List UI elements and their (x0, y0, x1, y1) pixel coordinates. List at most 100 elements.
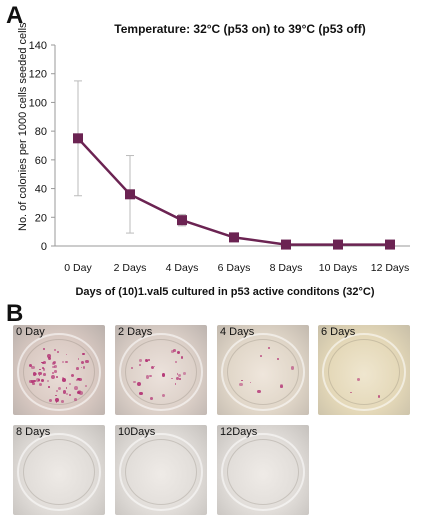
colony-spot (256, 389, 261, 394)
y-tick-label: 100 (29, 97, 47, 109)
colony-spot (130, 366, 133, 369)
y-tick-label: 0 (41, 241, 47, 253)
colony-spot (32, 382, 35, 385)
colony-spot (85, 385, 87, 387)
data-point (333, 239, 343, 250)
colony-spot (41, 361, 45, 364)
colony-spot (170, 350, 174, 354)
colony-spot (55, 398, 60, 402)
colony-spot (176, 373, 179, 376)
petri-dish-inner (23, 339, 95, 405)
colony-spot (77, 377, 80, 381)
colony-spot (71, 373, 75, 378)
colony-spot (74, 385, 79, 390)
colony-plate-image: 10Days (115, 425, 207, 515)
colony-spot (280, 385, 283, 388)
x-tick-label: 0 Day (64, 262, 92, 274)
colony-spot (38, 371, 42, 376)
y-tick-label: 60 (35, 155, 47, 167)
colony-spot (80, 360, 85, 365)
colony-spot (53, 348, 56, 351)
colony-spot (54, 370, 57, 373)
colony-spot (76, 367, 79, 370)
colony-spot (29, 379, 33, 384)
colony-spot (82, 352, 85, 356)
petri-dish-rim (322, 333, 406, 411)
chart-title: Temperature: 32°C (p53 on) to 39°C (p53 … (114, 22, 366, 36)
data-point (281, 239, 291, 250)
colony-spot (68, 382, 72, 386)
colony-spot (42, 368, 46, 371)
petri-dish-rim (221, 433, 305, 511)
colony-spot (31, 365, 35, 370)
colony-spot (76, 379, 79, 382)
colony-spot (43, 373, 46, 376)
colony-spot (38, 382, 42, 386)
colony-spot (38, 374, 41, 377)
colony-spot (349, 391, 352, 394)
x-tick-label: 6 Days (218, 262, 251, 274)
colony-spot (65, 353, 68, 356)
plate-day-label: 12Days (220, 426, 258, 438)
petri-dish-inner (125, 439, 197, 505)
colony-spot (173, 349, 177, 352)
colony-spot (51, 372, 54, 375)
y-tick-label: 80 (35, 126, 47, 138)
petri-dish-inner (328, 339, 400, 405)
colony-spot (171, 377, 174, 380)
colony-spot (290, 366, 295, 371)
colony-spot (357, 378, 360, 381)
colony-spot (139, 359, 142, 363)
colony-spot (176, 350, 180, 354)
colony-spot (52, 365, 55, 369)
y-tick-label: 140 (29, 40, 47, 52)
data-point (177, 215, 187, 226)
colony-spot (178, 374, 182, 378)
colony-spot (267, 347, 270, 350)
colony-spot (151, 365, 155, 369)
plate-day-label: 8 Days (16, 426, 51, 438)
colony-spot (80, 366, 83, 369)
data-point (125, 189, 135, 200)
colony-plate-image: 0 Day (13, 325, 105, 415)
colony-spot (162, 393, 165, 397)
petri-dish-rim (17, 433, 101, 511)
colony-spot (76, 391, 80, 394)
colony-spot (139, 392, 143, 396)
colony-spot (241, 379, 243, 382)
colony-spot (69, 394, 72, 397)
colony-spot (78, 390, 83, 395)
colony-spot (175, 377, 179, 381)
colony-spot (43, 360, 47, 364)
colony-spot (66, 392, 69, 395)
colony-spot (147, 358, 151, 361)
colony-spot (41, 361, 43, 364)
x-tick-label: 2 Days (114, 262, 147, 274)
colony-spot (55, 394, 57, 397)
colony-spot (56, 376, 59, 378)
colony-spot (180, 356, 184, 359)
plate-day-label: 6 Days (321, 326, 356, 338)
colony-spot (54, 365, 57, 368)
colony-spot (33, 379, 36, 383)
colony-spot (82, 366, 86, 369)
plate-day-label: 10Days (118, 426, 156, 438)
plate-day-label: 2 Days (118, 326, 153, 338)
colony-spot (50, 375, 55, 379)
colony-plate-image: 2 Days (115, 325, 207, 415)
colony-spot (55, 401, 58, 403)
x-tick-label: 4 Days (166, 262, 199, 274)
petri-dish-rim (221, 333, 305, 411)
x-tick-label: 8 Days (270, 262, 303, 274)
x-axis-label: Days of (10)1.val5 cultured in p53 activ… (75, 286, 375, 298)
colony-spot (175, 360, 178, 363)
colony-spot (61, 377, 64, 379)
colony-spot (52, 362, 56, 366)
data-point (229, 232, 239, 243)
data-point (73, 133, 83, 144)
colony-spot (377, 395, 381, 399)
colony-spot (57, 386, 61, 390)
y-tick-label: 120 (29, 69, 47, 81)
colony-spot (65, 387, 68, 389)
data-point (385, 239, 395, 250)
